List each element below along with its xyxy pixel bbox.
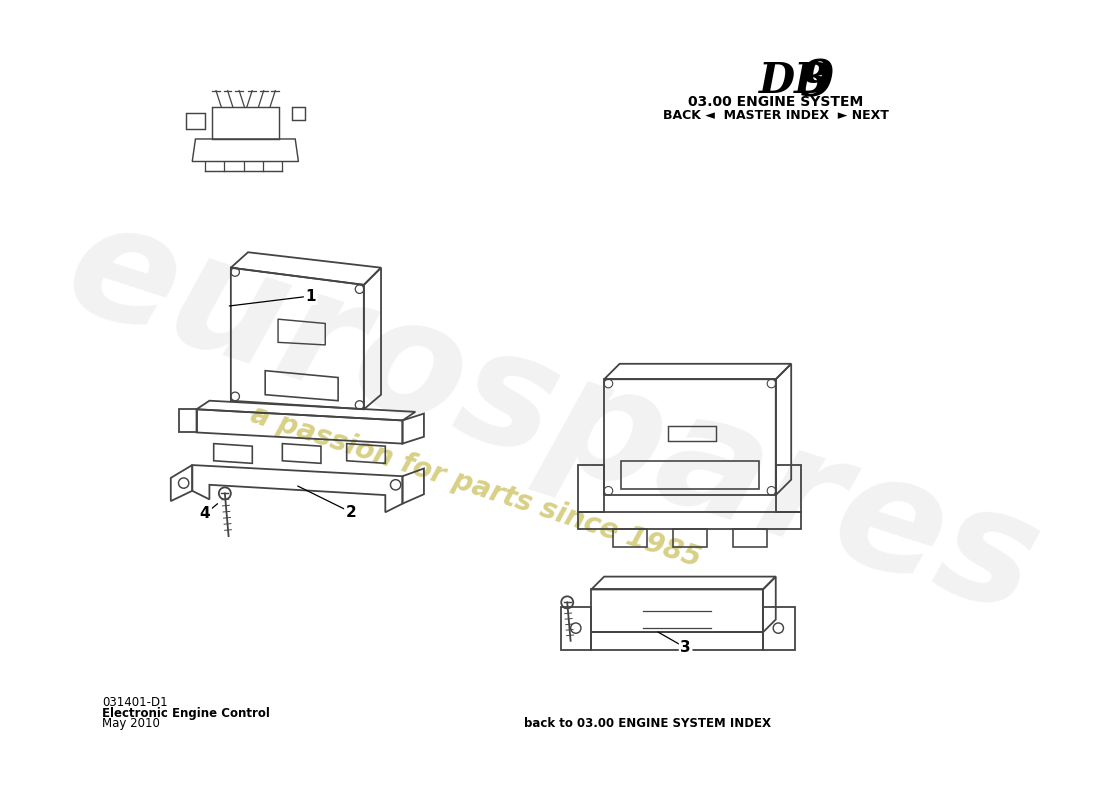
Text: 4: 4 — [200, 506, 210, 522]
Text: DB: DB — [759, 61, 829, 102]
Text: 031401-D1: 031401-D1 — [102, 696, 168, 710]
Text: 1: 1 — [306, 289, 316, 303]
Text: BACK ◄  MASTER INDEX  ► NEXT: BACK ◄ MASTER INDEX ► NEXT — [663, 110, 889, 122]
Text: 9: 9 — [800, 58, 835, 108]
Text: eurospares: eurospares — [48, 188, 1057, 648]
Text: a passion for parts since 1985: a passion for parts since 1985 — [246, 400, 704, 573]
Text: 2: 2 — [345, 505, 356, 520]
Text: May 2010: May 2010 — [102, 717, 160, 730]
Text: back to 03.00 ENGINE SYSTEM INDEX: back to 03.00 ENGINE SYSTEM INDEX — [524, 717, 770, 730]
Text: 03.00 ENGINE SYSTEM: 03.00 ENGINE SYSTEM — [689, 95, 864, 109]
Text: 3: 3 — [680, 640, 691, 655]
Text: Electronic Engine Control: Electronic Engine Control — [102, 706, 270, 719]
